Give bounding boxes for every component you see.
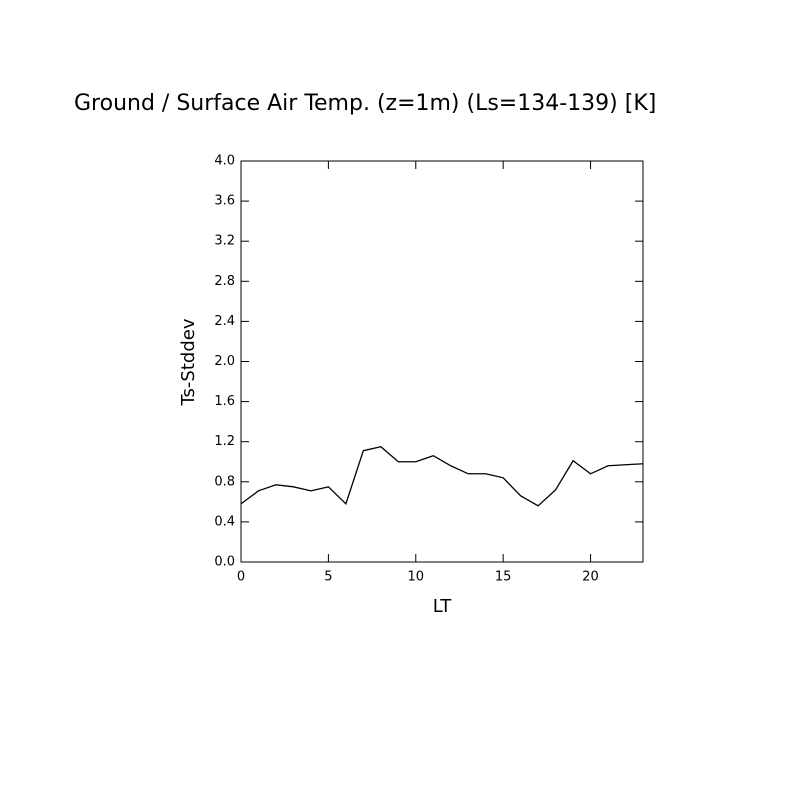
x-axis-title: LT: [433, 596, 453, 617]
y-tick-label: 2.4: [214, 314, 235, 329]
y-tick-label: 4.0: [214, 154, 235, 169]
x-tick-label: 20: [582, 570, 599, 585]
y-tick-label: 1.2: [214, 434, 235, 449]
chart-title: Ground / Surface Air Temp. (z=1m) (Ls=13…: [74, 91, 656, 116]
plot-frame: [240, 160, 644, 563]
x-tick-label: 10: [408, 570, 425, 585]
y-tick-label: 0.8: [214, 474, 235, 489]
y-tick-label: 3.6: [214, 194, 235, 209]
y-tick-label: 3.2: [214, 234, 235, 249]
x-tick-label: 0: [237, 570, 245, 585]
x-tick-label: 15: [495, 570, 512, 585]
y-tick-label: 0.0: [214, 555, 235, 570]
data-line: [240, 446, 644, 507]
y-axis-title: Ts-Stddev: [178, 318, 199, 406]
y-tick-label: 2.0: [214, 354, 235, 369]
y-tick-label: 0.4: [214, 514, 235, 529]
y-tick-label: 2.8: [214, 274, 235, 289]
y-tick-label: 1.6: [214, 394, 235, 409]
x-tick-label: 5: [324, 570, 332, 585]
